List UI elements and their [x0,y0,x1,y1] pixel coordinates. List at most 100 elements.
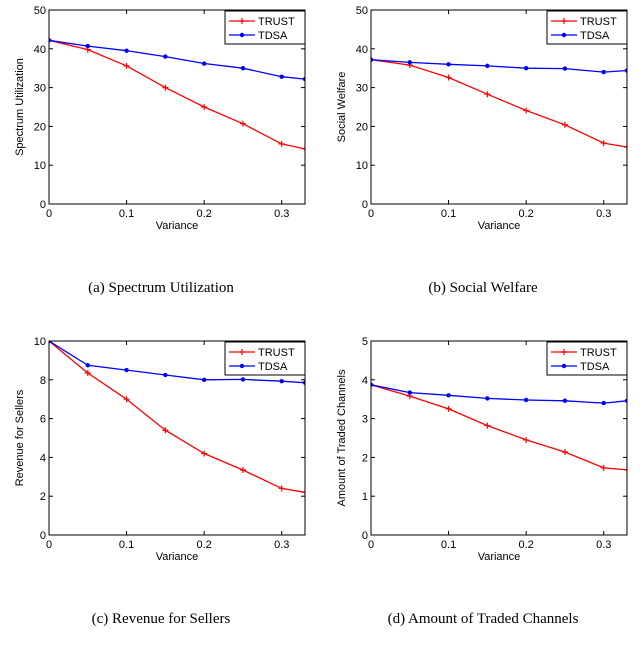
y-tick-label: 0 [40,199,46,211]
legend-swatch-marker [239,32,245,38]
x-tick-label: 0.1 [441,539,456,551]
chart-panel-social-welfare: 0 0.1 0.2 0.3 0 10 20 30 40 50 Variance Social Welf… [322,0,644,330]
data-point [124,48,129,53]
legend-label: TRUST [258,16,295,28]
data-point [239,120,246,127]
y-tick-label: 30 [356,83,368,95]
data-point [445,74,452,81]
data-point [523,66,529,71]
chart-caption: (c) Revenue for Sellers [91,611,231,627]
series-tdsa [49,341,305,385]
legend: TRUST TDSA [224,10,306,45]
x-tick-label: 0.1 [119,208,134,220]
series-tdsa [49,38,305,82]
data-point [302,489,305,496]
legend-swatch-marker [561,363,567,369]
chart-caption: (a) Spectrum Utilization [88,280,234,296]
series-line [49,341,305,493]
y-tick-label: 20 [34,121,46,133]
data-point [278,140,285,147]
data-point [278,485,285,492]
data-point [601,400,606,406]
data-point [302,145,305,152]
y-tick-label: 10 [356,160,368,172]
plot-frame [48,9,306,205]
legend-swatch-marker [561,18,567,24]
y-axis-label: Amount of Traded Channels [336,369,348,506]
y-axis-label: Revenue for Sellers [14,389,26,486]
legend: TRUST TDSA [546,10,628,45]
data-point [624,68,627,73]
data-point [279,74,284,79]
plot-frame [370,9,628,205]
legend-label: TRUST [258,347,295,359]
data-point [446,393,451,398]
series-line [49,341,305,384]
chart-revenue-for-sellers: 0 0.1 0.2 0.3 0 2 4 6 8 10 Variance Revenue for Sel… [14,336,306,563]
x-tick-label: 0 [46,208,52,220]
legend-label: TDSA [258,30,288,42]
x-tick-label: 0.2 [519,539,534,551]
series-line [371,384,627,471]
legend-swatch-marker [561,32,567,38]
data-point [49,341,52,344]
legend-swatch-marker [561,349,567,355]
data-point [371,57,374,62]
data-point [624,398,627,403]
data-point [485,396,490,401]
data-point [600,464,607,471]
x-tick-label: 0 [368,208,374,220]
y-tick-label: 5 [362,336,368,348]
legend-label: TRUST [580,16,617,28]
y-tick-label: 10 [34,336,46,348]
data-point [162,427,169,434]
chart-caption: (d) Amount of Traded Channels [387,611,579,627]
data-point [600,140,607,147]
x-axis-label: Variance [156,551,199,563]
y-tick-label: 50 [34,5,46,17]
data-point [561,121,568,128]
y-axis-label: Social Welfare [336,72,348,143]
data-point [279,378,284,384]
legend-label: TDSA [580,30,610,42]
data-point [484,422,491,429]
data-point [123,396,130,403]
x-tick-label: 0 [368,539,374,551]
y-tick-label: 3 [362,414,368,426]
y-tick-label: 0 [362,530,368,542]
legend-swatch-marker [239,349,245,355]
y-tick-label: 4 [362,375,368,387]
data-point [562,66,568,71]
data-point [201,104,208,110]
data-point [407,60,412,65]
data-point [201,450,208,457]
y-tick-label: 10 [34,160,46,172]
series-line [49,39,305,80]
data-point [562,398,568,403]
y-tick-label: 0 [40,530,46,542]
y-tick-label: 8 [40,375,46,387]
data-point [624,143,627,150]
data-point [302,76,305,82]
data-point [163,54,168,59]
legend: TRUST TDSA [224,341,306,376]
plot-frame [370,340,628,536]
data-point [371,382,374,388]
y-tick-label: 40 [34,44,46,56]
x-tick-label: 0 [46,539,52,551]
y-tick-label: 0 [362,199,368,211]
chart-panel-spectrum-utilization: 0 0.1 0.2 0.3 0 10 20 30 40 50 Variance Spectrum Ut… [0,0,322,330]
x-tick-label: 0.1 [441,208,456,220]
data-point [523,107,530,114]
x-tick-label: 0.2 [197,539,212,551]
data-point [239,467,246,474]
data-point [123,62,130,69]
chart-panel-traded-channels: 0 0.1 0.2 0.3 0 1 2 3 4 5 Variance Amount of Traded… [322,331,644,661]
series-line [371,59,627,148]
legend-box [224,10,306,45]
data-point [445,405,452,412]
data-point [624,466,627,473]
data-point [407,390,412,395]
legend-swatch-marker [239,18,245,24]
chart-social-welfare: 0 0.1 0.2 0.3 0 10 20 30 40 50 Variance Social Welf… [336,5,628,232]
